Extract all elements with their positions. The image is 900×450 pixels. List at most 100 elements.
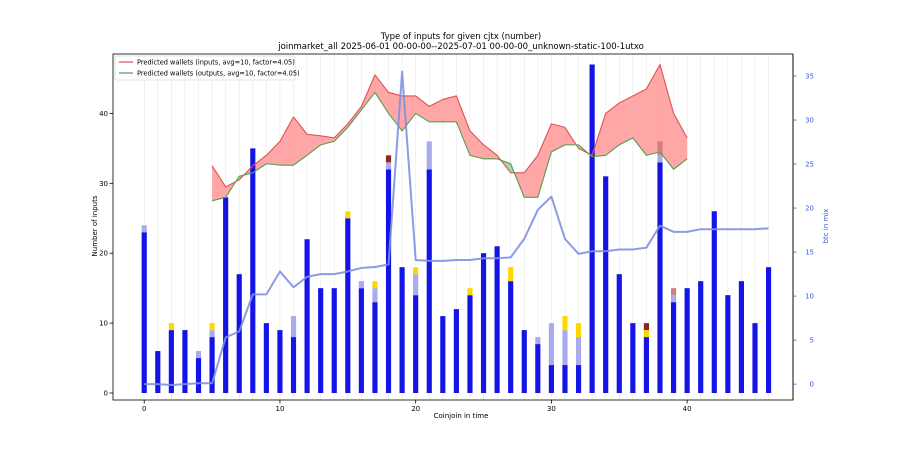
x-tick-label: 20 <box>411 405 420 413</box>
bar-fresh <box>209 337 215 394</box>
x-axis-label: Coinjoin in time <box>434 412 489 420</box>
bar-fresh <box>413 295 419 394</box>
bar-fresh <box>290 337 297 394</box>
prediction-fills <box>212 64 688 201</box>
bar-fresh <box>155 351 161 394</box>
legend-label-outputs: Predicted wallets (outputs, avg=10, fact… <box>137 70 300 78</box>
y-tick-label: 40 <box>99 110 108 118</box>
bar-fresh <box>385 169 392 394</box>
bar-fresh <box>711 211 717 394</box>
inputs-excess-fill <box>524 155 538 198</box>
bar-fresh <box>548 365 554 394</box>
y-right-tick-label: 20 <box>805 205 814 213</box>
y-right-tick-label: 30 <box>805 117 814 125</box>
bar-remixed <box>290 316 297 338</box>
inputs-excess-fill <box>632 88 647 156</box>
bar-fresh <box>508 281 514 394</box>
x-ticks: 0 10 20 30 40 <box>142 400 692 413</box>
bar-fresh <box>331 288 337 394</box>
bar-friend <box>467 288 473 296</box>
bar-fresh <box>494 246 500 394</box>
bar-fresh <box>250 148 256 394</box>
bar-fresh <box>345 218 351 394</box>
bar-fresh <box>725 295 731 394</box>
bar-fresh <box>263 323 269 394</box>
bar-fresh <box>195 358 202 394</box>
bar-remixed <box>385 162 392 170</box>
y-right-tick-label: 0 <box>810 381 814 389</box>
y-right-tick-label: 25 <box>805 161 814 169</box>
bar-fresh <box>182 330 188 394</box>
y-right-axis-label: btc in mix <box>822 209 830 244</box>
bar-remixed <box>657 155 663 163</box>
bar-friend <box>345 211 351 219</box>
bar-fresh <box>141 232 147 394</box>
bar-remixed <box>426 141 432 170</box>
y-ticks: 0 10 20 30 40 <box>99 110 113 398</box>
bar-remixed <box>209 330 215 338</box>
y-axis-label: Number of inputs <box>91 195 99 256</box>
inputs-excess-fill <box>266 141 280 166</box>
bar-friend <box>413 267 419 275</box>
bar-remixed <box>670 295 677 303</box>
bar-friend <box>508 267 514 282</box>
y-tick-label: 0 <box>104 390 108 398</box>
bar-fresh <box>467 295 473 394</box>
inputs-excess-fill <box>293 116 308 166</box>
bar-remixed <box>195 351 202 359</box>
chart-subtitle: joinmarket_all 2025-06-01 00-00-00--2025… <box>277 42 644 52</box>
bar-dark <box>385 155 392 163</box>
bar-fresh <box>562 365 568 394</box>
inputs-excess-fill <box>551 123 565 152</box>
bar-remixed <box>562 330 568 366</box>
bar-remixed <box>413 274 419 296</box>
bar-remixed <box>372 288 378 303</box>
inputs-excess-fill <box>483 144 498 159</box>
bar-fresh <box>277 330 283 394</box>
inputs-excess-fill <box>279 116 294 166</box>
inputs-excess-fill <box>212 165 226 201</box>
bar-remixed <box>575 337 582 366</box>
inputs-excess-fill <box>320 135 335 145</box>
series-line-btc <box>144 70 769 387</box>
inputs-excess-fill <box>442 95 457 122</box>
y-right-ticks: 0 5 10 15 20 25 30 35 <box>793 73 814 389</box>
inputs-excess-fill <box>252 155 267 173</box>
bar-fresh <box>657 162 663 394</box>
y-right-tick-label: 15 <box>805 249 814 257</box>
bar-fresh <box>670 302 677 394</box>
y-right-tick-label: 35 <box>805 73 814 81</box>
bar-fresh <box>698 281 704 394</box>
bar-fresh <box>236 274 242 394</box>
bar-fresh <box>372 302 378 394</box>
bar-remixed <box>548 323 554 366</box>
bar-fresh <box>426 169 432 394</box>
y-right-tick-label: 5 <box>810 337 814 345</box>
bar-fresh <box>535 344 541 394</box>
bar-fresh <box>616 274 622 394</box>
bar-friend <box>209 323 215 331</box>
bar-other <box>657 141 663 156</box>
inputs-excess-fill <box>646 64 660 156</box>
bar-dark <box>643 323 649 331</box>
inputs-excess-fill <box>659 64 674 170</box>
inputs-excess-fill <box>334 123 348 142</box>
bar-friend <box>562 316 568 331</box>
y-tick-label: 20 <box>99 250 108 258</box>
inputs-excess-fill <box>673 113 688 170</box>
bar-fresh <box>575 365 582 394</box>
bar-fresh <box>304 239 310 394</box>
legend-label-inputs: Predicted wallets (inputs, avg=10, facto… <box>137 59 295 67</box>
inputs-excess-fill <box>307 134 321 156</box>
inputs-excess-fill <box>605 102 620 156</box>
bar-fresh <box>521 330 527 394</box>
bar-remixed <box>358 281 364 289</box>
bar-friend <box>643 330 649 338</box>
bar-friend <box>372 281 378 289</box>
bar-fresh <box>168 330 174 394</box>
bar-fresh <box>589 64 595 394</box>
chart-title: Type of inputs for given cjtx (number) <box>380 32 542 42</box>
bar-friend <box>575 323 582 338</box>
bar-remixed <box>535 337 541 345</box>
